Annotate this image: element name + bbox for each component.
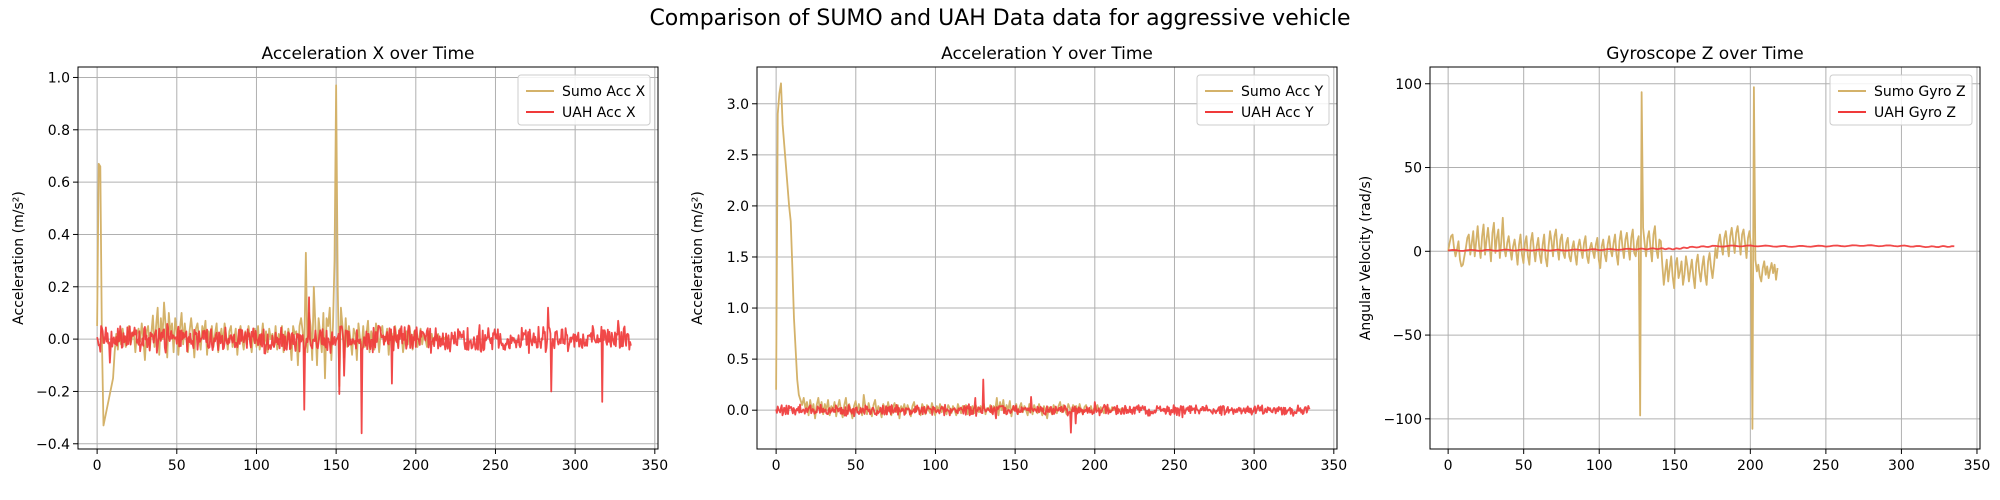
x-tick-label: 150 (1002, 458, 1029, 474)
series-line (1447, 86, 1779, 430)
y-tick-label: −50 (1392, 328, 1422, 344)
x-tick-label: 300 (1241, 458, 1268, 474)
legend: Sumo Gyro Z UAH Gyro Z (1829, 74, 1973, 126)
y-tick-label: 1.0 (48, 70, 70, 86)
legend-label: Sumo Acc X (562, 84, 646, 100)
x-tick-label: 300 (562, 458, 589, 474)
y-tick-label: 0.6 (48, 175, 70, 191)
chart-title: Acceleration X over Time (261, 44, 474, 64)
x-tick-label: 0 (93, 458, 102, 474)
axes-frame (77, 66, 659, 450)
x-tick-label: 250 (482, 458, 509, 474)
chart-1: Acceleration X over Time 0 50 100 150 200 250 3… (11, 44, 668, 474)
axes-frame (1429, 66, 1981, 450)
plot-area (1447, 86, 1955, 430)
y-tick-label: 0.5 (727, 352, 749, 368)
y-axis-label: Angular Velocity (rad/s) (1358, 176, 1374, 340)
y-tick-label: 2.5 (727, 148, 749, 164)
x-tick-label: 250 (1813, 458, 1840, 474)
x-tick-label: 150 (1661, 458, 1688, 474)
x-tick-label: 300 (1888, 458, 1915, 474)
y-tick-label: 2.0 (727, 199, 749, 215)
y-tick-label: 1.0 (727, 301, 749, 317)
x-tick-label: 200 (1737, 458, 1764, 474)
x-tick-label: 200 (402, 458, 429, 474)
series-line (775, 82, 1128, 420)
legend: Sumo Acc X UAH Acc X (517, 74, 651, 126)
chart-3: Gyroscope Z over Time 0 50 100 150 200 250 300 3… (1358, 44, 1990, 474)
y-tick-label: −0.2 (36, 384, 70, 400)
y-tick-label: 0.2 (48, 280, 70, 296)
x-tick-label: 100 (1586, 458, 1613, 474)
y-tick-label: 3.0 (727, 97, 749, 113)
x-tick-label: 50 (1515, 458, 1533, 474)
legend-label: Sumo Acc Y (1241, 84, 1324, 100)
x-tick-label: 350 (641, 458, 668, 474)
series-line (96, 296, 632, 435)
legend-label: UAH Gyro Z (1874, 105, 1956, 121)
axes-frame (756, 66, 1338, 450)
y-tick-label: 50 (1404, 161, 1422, 177)
x-tick-label: 250 (1161, 458, 1188, 474)
legend-label: Sumo Gyro Z (1874, 84, 1966, 100)
x-tick-label: 0 (772, 458, 781, 474)
chart-title: Gyroscope Z over Time (1606, 44, 1803, 64)
chart-2: Acceleration Y over Time 0 50 100 150 200 250 3… (690, 44, 1347, 474)
y-tick-label: 0.0 (727, 403, 749, 419)
series-line (775, 378, 1311, 434)
x-tick-label: 0 (1444, 458, 1453, 474)
x-tick-label: 150 (323, 458, 350, 474)
y-axis-label: Acceleration (m/s²) (690, 191, 706, 325)
legend: Sumo Acc Y UAH Acc Y (1196, 74, 1330, 126)
plot-area (96, 84, 632, 435)
series-line (1448, 244, 1955, 252)
x-tick-label: 350 (1320, 458, 1347, 474)
x-tick-label: 100 (922, 458, 949, 474)
y-tick-label: 0 (1413, 244, 1422, 260)
x-tick-label: 350 (1964, 458, 1991, 474)
chart-title: Acceleration Y over Time (941, 44, 1153, 64)
x-tick-label: 200 (1081, 458, 1108, 474)
x-tick-label: 50 (168, 458, 186, 474)
y-tick-label: −0.4 (36, 437, 70, 453)
plot-area (775, 82, 1311, 434)
y-axis-label: Acceleration (m/s²) (11, 191, 27, 325)
y-tick-label: 0.0 (48, 332, 70, 348)
figure-title: Comparison of SUMO and UAH Data data for… (649, 6, 1351, 31)
y-tick-label: 100 (1395, 77, 1422, 93)
x-tick-label: 50 (847, 458, 865, 474)
y-tick-label: 0.4 (48, 227, 70, 243)
y-tick-label: −100 (1384, 412, 1422, 428)
legend-label: UAH Acc Y (1241, 105, 1314, 121)
legend-label: UAH Acc X (562, 105, 636, 121)
series-line (96, 84, 449, 427)
y-tick-label: 1.5 (727, 250, 749, 266)
x-tick-label: 100 (243, 458, 270, 474)
y-tick-label: 0.8 (48, 123, 70, 139)
